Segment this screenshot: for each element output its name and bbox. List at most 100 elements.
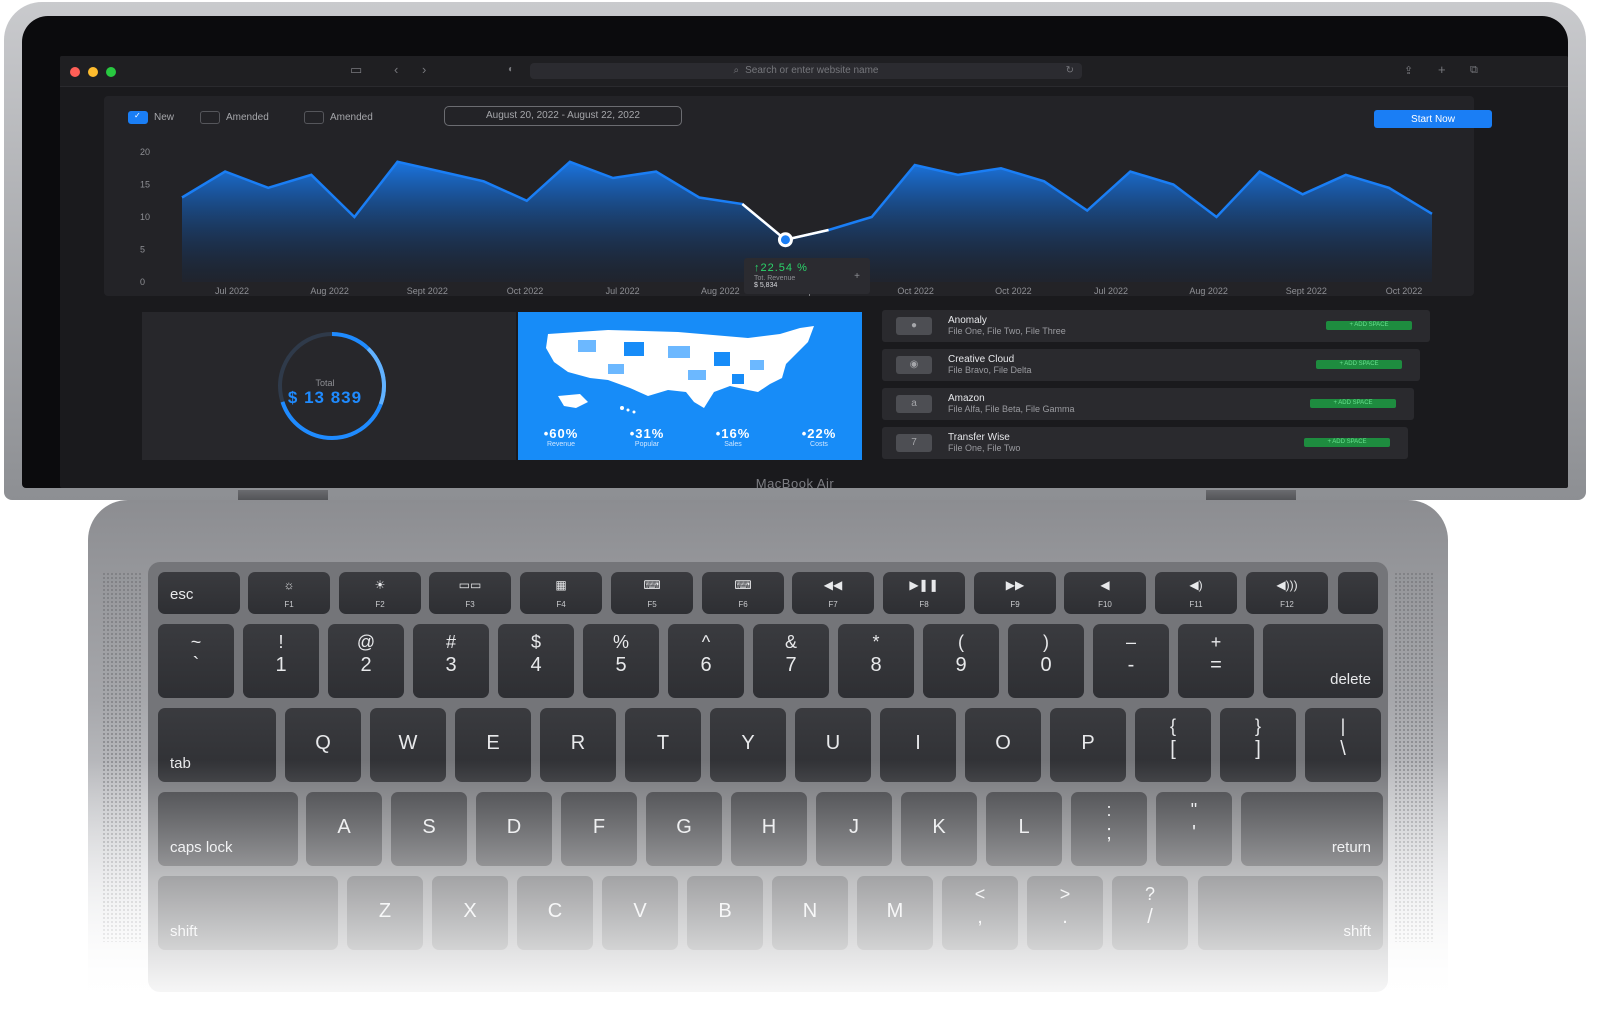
- key-f4[interactable]: ▦ F4: [520, 572, 602, 614]
- key-delete[interactable]: delete: [1263, 624, 1383, 698]
- key-letter[interactable]: N: [772, 876, 848, 950]
- add-space-button[interactable]: + ADD SPACE: [1310, 399, 1396, 408]
- key-letter[interactable]: H: [731, 792, 807, 866]
- close-window-button[interactable]: [70, 67, 80, 77]
- key-number-row[interactable]: ^ 6: [668, 624, 744, 698]
- privacy-shield-icon[interactable]: ◐: [508, 64, 515, 75]
- key-caps-lock[interactable]: caps lock: [158, 792, 298, 866]
- key-letter[interactable]: E: [455, 708, 531, 782]
- key-letter[interactable]: Q: [285, 708, 361, 782]
- chart-highlight-point[interactable]: [777, 232, 793, 248]
- list-item[interactable]: ● Anomaly File One, File Two, File Three…: [882, 310, 1430, 342]
- key-letter[interactable]: A: [306, 792, 382, 866]
- stat-popular: •31% Popular: [630, 426, 665, 448]
- key-f5[interactable]: ⌨ F5: [611, 572, 693, 614]
- address-bar[interactable]: ⌕ Search or enter website name ↻: [530, 63, 1082, 79]
- checkbox-icon[interactable]: [304, 111, 324, 124]
- key-f1[interactable]: ☼ F1: [248, 572, 330, 614]
- key-letter[interactable]: G: [646, 792, 722, 866]
- filter-amended-2[interactable]: Amended: [304, 111, 373, 124]
- key-bracket[interactable]: {[: [1135, 708, 1211, 782]
- key-letter[interactable]: F: [561, 792, 637, 866]
- key-f3[interactable]: ▭▭ F3: [429, 572, 511, 614]
- key-letter[interactable]: T: [625, 708, 701, 782]
- key-bracket[interactable]: }]: [1220, 708, 1296, 782]
- key-f10[interactable]: ◀ F10: [1064, 572, 1146, 614]
- key-bracket[interactable]: | \: [1305, 708, 1381, 782]
- key-punct[interactable]: >.: [1027, 876, 1103, 950]
- key-shift-left[interactable]: shift: [158, 876, 338, 950]
- key-return[interactable]: return: [1241, 792, 1383, 866]
- key-letter[interactable]: R: [540, 708, 616, 782]
- key-f9[interactable]: ▶▶ F9: [974, 572, 1056, 614]
- key-number-row[interactable]: $4: [498, 624, 574, 698]
- key-letter[interactable]: I: [880, 708, 956, 782]
- key-letter[interactable]: K: [901, 792, 977, 866]
- key-letter[interactable]: D: [476, 792, 552, 866]
- sidebar-icon[interactable]: ▭: [350, 62, 363, 77]
- new-tab-icon[interactable]: +: [1438, 62, 1446, 77]
- key-f8[interactable]: ▶❚❚ F8: [883, 572, 965, 614]
- key-letter[interactable]: L: [986, 792, 1062, 866]
- key-letter[interactable]: S: [391, 792, 467, 866]
- key-number-row[interactable]: & 7: [753, 624, 829, 698]
- start-now-button[interactable]: Start Now: [1374, 110, 1492, 128]
- reload-icon[interactable]: ↻: [1065, 65, 1074, 76]
- key-punct[interactable]: <,: [942, 876, 1018, 950]
- key-letter[interactable]: W: [370, 708, 446, 782]
- key-esc[interactable]: esc: [158, 572, 240, 614]
- list-item-files: File One, File Two: [948, 443, 1021, 453]
- key-f11[interactable]: ◀) F11: [1155, 572, 1237, 614]
- key-punct[interactable]: :;: [1071, 792, 1147, 866]
- us-map[interactable]: [518, 312, 862, 422]
- tooltip-add-icon[interactable]: +: [854, 271, 860, 282]
- add-space-button[interactable]: + ADD SPACE: [1316, 360, 1402, 369]
- key-f7[interactable]: ◀◀ F7: [792, 572, 874, 614]
- key-letter[interactable]: J: [816, 792, 892, 866]
- key-shift-right[interactable]: shift: [1198, 876, 1383, 950]
- key-letter[interactable]: V: [602, 876, 678, 950]
- key-f2[interactable]: ☀ F2: [339, 572, 421, 614]
- key-letter[interactable]: Z: [347, 876, 423, 950]
- key-letter[interactable]: Y: [710, 708, 786, 782]
- filter-amended[interactable]: Amended: [200, 111, 269, 124]
- key-tab[interactable]: tab: [158, 708, 276, 782]
- key-number-row[interactable]: #3: [413, 624, 489, 698]
- list-item[interactable]: ◉ Creative Cloud File Bravo, File Delta …: [882, 349, 1420, 381]
- share-icon[interactable]: ⇪: [1404, 65, 1414, 77]
- date-range-picker[interactable]: August 20, 2022 - August 22, 2022: [444, 106, 682, 126]
- key-number-row[interactable]: @2: [328, 624, 404, 698]
- list-item[interactable]: a Amazon File Alfa, File Beta, File Gamm…: [882, 388, 1414, 420]
- key-number-row[interactable]: ~ `: [158, 624, 234, 698]
- list-item[interactable]: 7 Transfer Wise File One, File Two + ADD…: [882, 427, 1408, 459]
- key-f12[interactable]: ◀))) F12: [1246, 572, 1328, 614]
- key-letter[interactable]: O: [965, 708, 1041, 782]
- key-letter[interactable]: C: [517, 876, 593, 950]
- key-f6[interactable]: ⌨ F6: [702, 572, 784, 614]
- key-number-row[interactable]: % 5: [583, 624, 659, 698]
- key-letter[interactable]: P: [1050, 708, 1126, 782]
- key-letter[interactable]: B: [687, 876, 763, 950]
- key-number-row[interactable]: – -: [1093, 624, 1169, 698]
- key-punct[interactable]: " ': [1156, 792, 1232, 866]
- key-number-row[interactable]: ! 1: [243, 624, 319, 698]
- back-icon[interactable]: ‹: [394, 62, 399, 77]
- minimize-window-button[interactable]: [88, 67, 98, 77]
- add-space-button[interactable]: + ADD SPACE: [1326, 321, 1412, 330]
- forward-icon[interactable]: ›: [422, 62, 427, 77]
- key-number-row[interactable]: (9: [923, 624, 999, 698]
- key-letter[interactable]: X: [432, 876, 508, 950]
- key-letter[interactable]: U: [795, 708, 871, 782]
- key-number-row[interactable]: + =: [1178, 624, 1254, 698]
- checkbox-icon[interactable]: [200, 111, 220, 124]
- key-number-row[interactable]: * 8: [838, 624, 914, 698]
- key-letter[interactable]: M: [857, 876, 933, 950]
- zoom-window-button[interactable]: [106, 67, 116, 77]
- add-space-button[interactable]: + ADD SPACE: [1304, 438, 1390, 447]
- filter-new[interactable]: New: [128, 111, 174, 124]
- key-touch-id[interactable]: [1338, 572, 1378, 614]
- key-number-row[interactable]: ) 0: [1008, 624, 1084, 698]
- key-punct[interactable]: ? /: [1112, 876, 1188, 950]
- tab-overview-icon[interactable]: ⧉: [1470, 64, 1478, 76]
- checkbox-checked-icon[interactable]: [128, 111, 148, 124]
